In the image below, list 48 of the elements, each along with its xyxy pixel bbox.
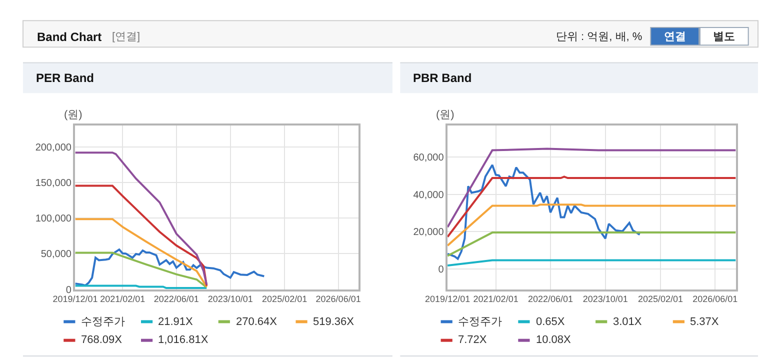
text: 연결 bbox=[664, 31, 686, 43]
x-tick-label: 2019/12/01 bbox=[425, 294, 470, 304]
y-tick-label: 50,000 bbox=[40, 249, 72, 260]
legend-label: 768.09X bbox=[81, 334, 123, 346]
y-axis-title: (원) bbox=[64, 109, 82, 121]
y-tick-label: 100,000 bbox=[35, 214, 72, 225]
y-tick-label: 0 bbox=[66, 284, 72, 296]
legend-label: 0.65X bbox=[536, 316, 566, 328]
line-series bbox=[75, 218, 208, 288]
legend-label: 수정주가 bbox=[458, 316, 502, 328]
x-tick-label: 2025/02/01 bbox=[638, 294, 683, 304]
legend-label: 수정주가 bbox=[81, 316, 125, 328]
x-tick-label: 2021/02/01 bbox=[473, 294, 518, 304]
y-tick-label: 0 bbox=[438, 264, 444, 276]
text: 단위 : 억원, 배, % bbox=[556, 31, 642, 43]
x-tick-label: 2023/10/01 bbox=[582, 294, 628, 304]
y-axis-title: (원) bbox=[436, 109, 454, 121]
line-series bbox=[75, 252, 208, 288]
legend-label: 3.01X bbox=[613, 316, 642, 328]
x-tick-label: 2019/12/01 bbox=[52, 294, 98, 304]
legend-label: 21.91X bbox=[158, 316, 194, 328]
x-tick-label: 2026/06/01 bbox=[692, 294, 738, 304]
x-tick-label: 2026/06/01 bbox=[316, 294, 361, 304]
x-tick-label: 2023/10/01 bbox=[208, 294, 253, 304]
legend-label: 5.37X bbox=[690, 316, 720, 328]
text: Band Chart bbox=[37, 30, 102, 44]
legend-label: 519.36X bbox=[313, 316, 355, 328]
chart-title: PBR Band bbox=[413, 71, 472, 85]
x-tick-label: 2025/02/01 bbox=[262, 294, 308, 304]
x-tick-label: 2022/06/01 bbox=[528, 294, 573, 304]
legend-label: 270.64X bbox=[236, 316, 278, 328]
y-tick-label: 150,000 bbox=[35, 178, 72, 190]
line-series bbox=[75, 152, 208, 286]
line-series bbox=[75, 184, 208, 287]
x-tick-label: 2022/06/01 bbox=[154, 294, 199, 304]
chart-title: PER Band bbox=[36, 71, 94, 85]
legend-label: 10.08X bbox=[536, 334, 572, 346]
y-tick-label: 40,000 bbox=[413, 190, 444, 201]
legend-label: 1,016.81X bbox=[158, 334, 209, 346]
y-tick-label: 200,000 bbox=[35, 142, 72, 154]
line-series bbox=[75, 248, 266, 286]
text: [연결] bbox=[112, 31, 140, 43]
line-series bbox=[448, 164, 641, 260]
text: 별도 bbox=[713, 31, 735, 43]
legend-label: 7.72X bbox=[458, 334, 488, 346]
y-tick-label: 60,000 bbox=[413, 152, 444, 164]
y-tick-label: 20,000 bbox=[413, 227, 444, 238]
x-tick-label: 2021/02/01 bbox=[100, 294, 146, 304]
